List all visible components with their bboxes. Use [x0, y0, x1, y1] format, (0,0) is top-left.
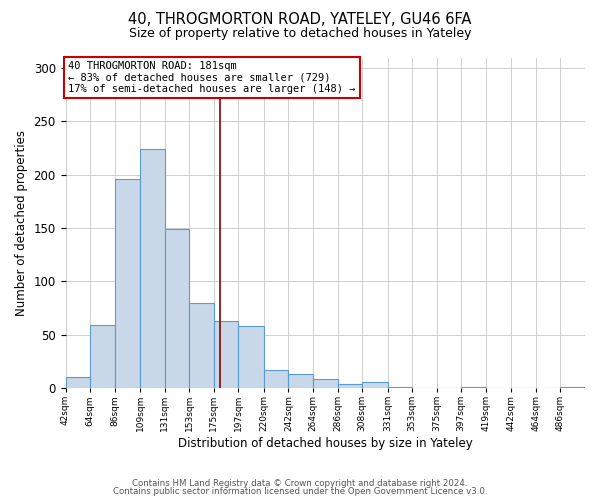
Bar — [560, 387, 585, 388]
Bar — [238, 326, 264, 388]
Bar — [65, 378, 90, 388]
Bar — [388, 387, 412, 388]
Bar — [214, 321, 238, 388]
Bar — [264, 370, 289, 388]
Bar — [165, 229, 189, 388]
Bar — [289, 374, 313, 388]
Bar — [313, 378, 338, 388]
Text: Contains HM Land Registry data © Crown copyright and database right 2024.: Contains HM Land Registry data © Crown c… — [132, 478, 468, 488]
Bar — [115, 179, 140, 388]
Bar — [140, 149, 165, 388]
Text: 40 THROGMORTON ROAD: 181sqm
← 83% of detached houses are smaller (729)
17% of se: 40 THROGMORTON ROAD: 181sqm ← 83% of det… — [68, 61, 356, 94]
X-axis label: Distribution of detached houses by size in Yateley: Distribution of detached houses by size … — [178, 437, 473, 450]
Bar — [362, 382, 388, 388]
Bar — [461, 387, 486, 388]
Bar — [338, 384, 362, 388]
Text: 40, THROGMORTON ROAD, YATELEY, GU46 6FA: 40, THROGMORTON ROAD, YATELEY, GU46 6FA — [128, 12, 472, 28]
Bar — [90, 325, 115, 388]
Y-axis label: Number of detached properties: Number of detached properties — [15, 130, 28, 316]
Text: Contains public sector information licensed under the Open Government Licence v3: Contains public sector information licen… — [113, 487, 487, 496]
Text: Size of property relative to detached houses in Yateley: Size of property relative to detached ho… — [129, 28, 471, 40]
Bar — [189, 303, 214, 388]
